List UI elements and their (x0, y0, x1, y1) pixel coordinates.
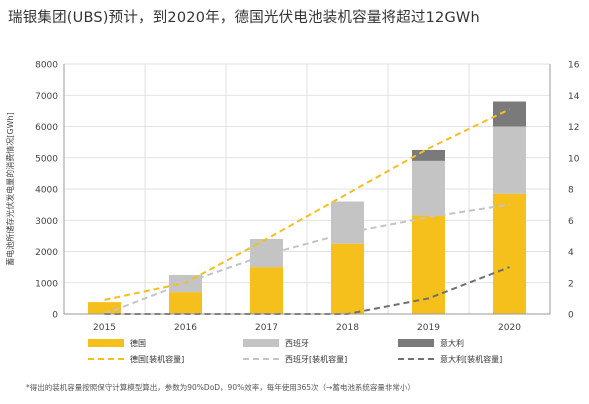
legend-swatch (88, 339, 124, 347)
bar-segment (250, 267, 283, 314)
legend-label: 西班牙[装机容量] (285, 354, 347, 364)
y-tick-label: 3000 (35, 217, 58, 227)
y2-tick-label: 0 (568, 311, 574, 321)
y-tick-label: 5000 (35, 154, 58, 164)
y2-tick-label: 16 (568, 61, 580, 71)
bar-segment (88, 302, 121, 314)
x-tick-label: 2015 (93, 323, 116, 333)
x-tick-label: 2017 (255, 323, 278, 333)
bar-segment (493, 126, 526, 194)
y2-tick-label: 4 (568, 248, 574, 258)
y-axis-label: 蓄电池所储存光伏发电量的消费情况[GWh] (5, 112, 15, 265)
axes: 0 1000 2000 3000 4000 5000 6000 7000 8000 0 2 4 6 8 10… (5, 61, 580, 334)
y2-tick-label: 2 (568, 279, 574, 289)
legend-swatch (398, 339, 434, 347)
bar-segment (493, 101, 526, 127)
y-tick-label: 0 (52, 311, 58, 321)
y-tick-label: 4000 (35, 186, 58, 196)
x-tick-label: 2020 (498, 323, 521, 333)
bar-segment (331, 243, 364, 314)
legend-label: 西班牙 (285, 338, 309, 348)
x-tick-label: 2016 (174, 323, 197, 333)
y-tick-label: 1000 (35, 279, 58, 289)
bar-segment (331, 201, 364, 244)
legend-swatch (243, 339, 279, 347)
line-series (104, 203, 510, 315)
legend-label: 意大利[装机容量] (440, 354, 502, 364)
bar-segment (412, 160, 445, 216)
grid (63, 63, 551, 315)
bar-segment (169, 292, 202, 314)
bar-segment (493, 193, 526, 314)
bar-segment (412, 149, 445, 161)
footnote: *得出的装机容量按照保守计算模型算出，参数为90%DoD，90%效率，每年使用3… (26, 383, 415, 392)
y-tick-label: 7000 (35, 92, 58, 102)
line-series (104, 108, 510, 301)
y2-tick-label: 6 (568, 217, 574, 227)
y-tick-label: 6000 (35, 123, 58, 133)
legend-label: 德国[装机容量] (130, 354, 184, 364)
y-tick-label: 2000 (35, 248, 58, 258)
legend-label: 德国 (130, 338, 146, 348)
bar-segment (250, 239, 283, 268)
y2-tick-label: 10 (568, 154, 580, 164)
y2-tick-label: 12 (568, 123, 579, 133)
x-tick-label: 2018 (336, 323, 359, 333)
page-title: 瑞银集团(UBS)预计，到2020年，德国光伏电池装机容量将超过12GWh (8, 10, 480, 26)
y2-tick-label: 8 (568, 186, 574, 196)
y2-tick-label: 14 (568, 92, 580, 102)
legend-label: 意大利 (440, 338, 464, 348)
y-tick-label: 8000 (35, 61, 58, 71)
x-tick-label: 2019 (417, 323, 440, 333)
